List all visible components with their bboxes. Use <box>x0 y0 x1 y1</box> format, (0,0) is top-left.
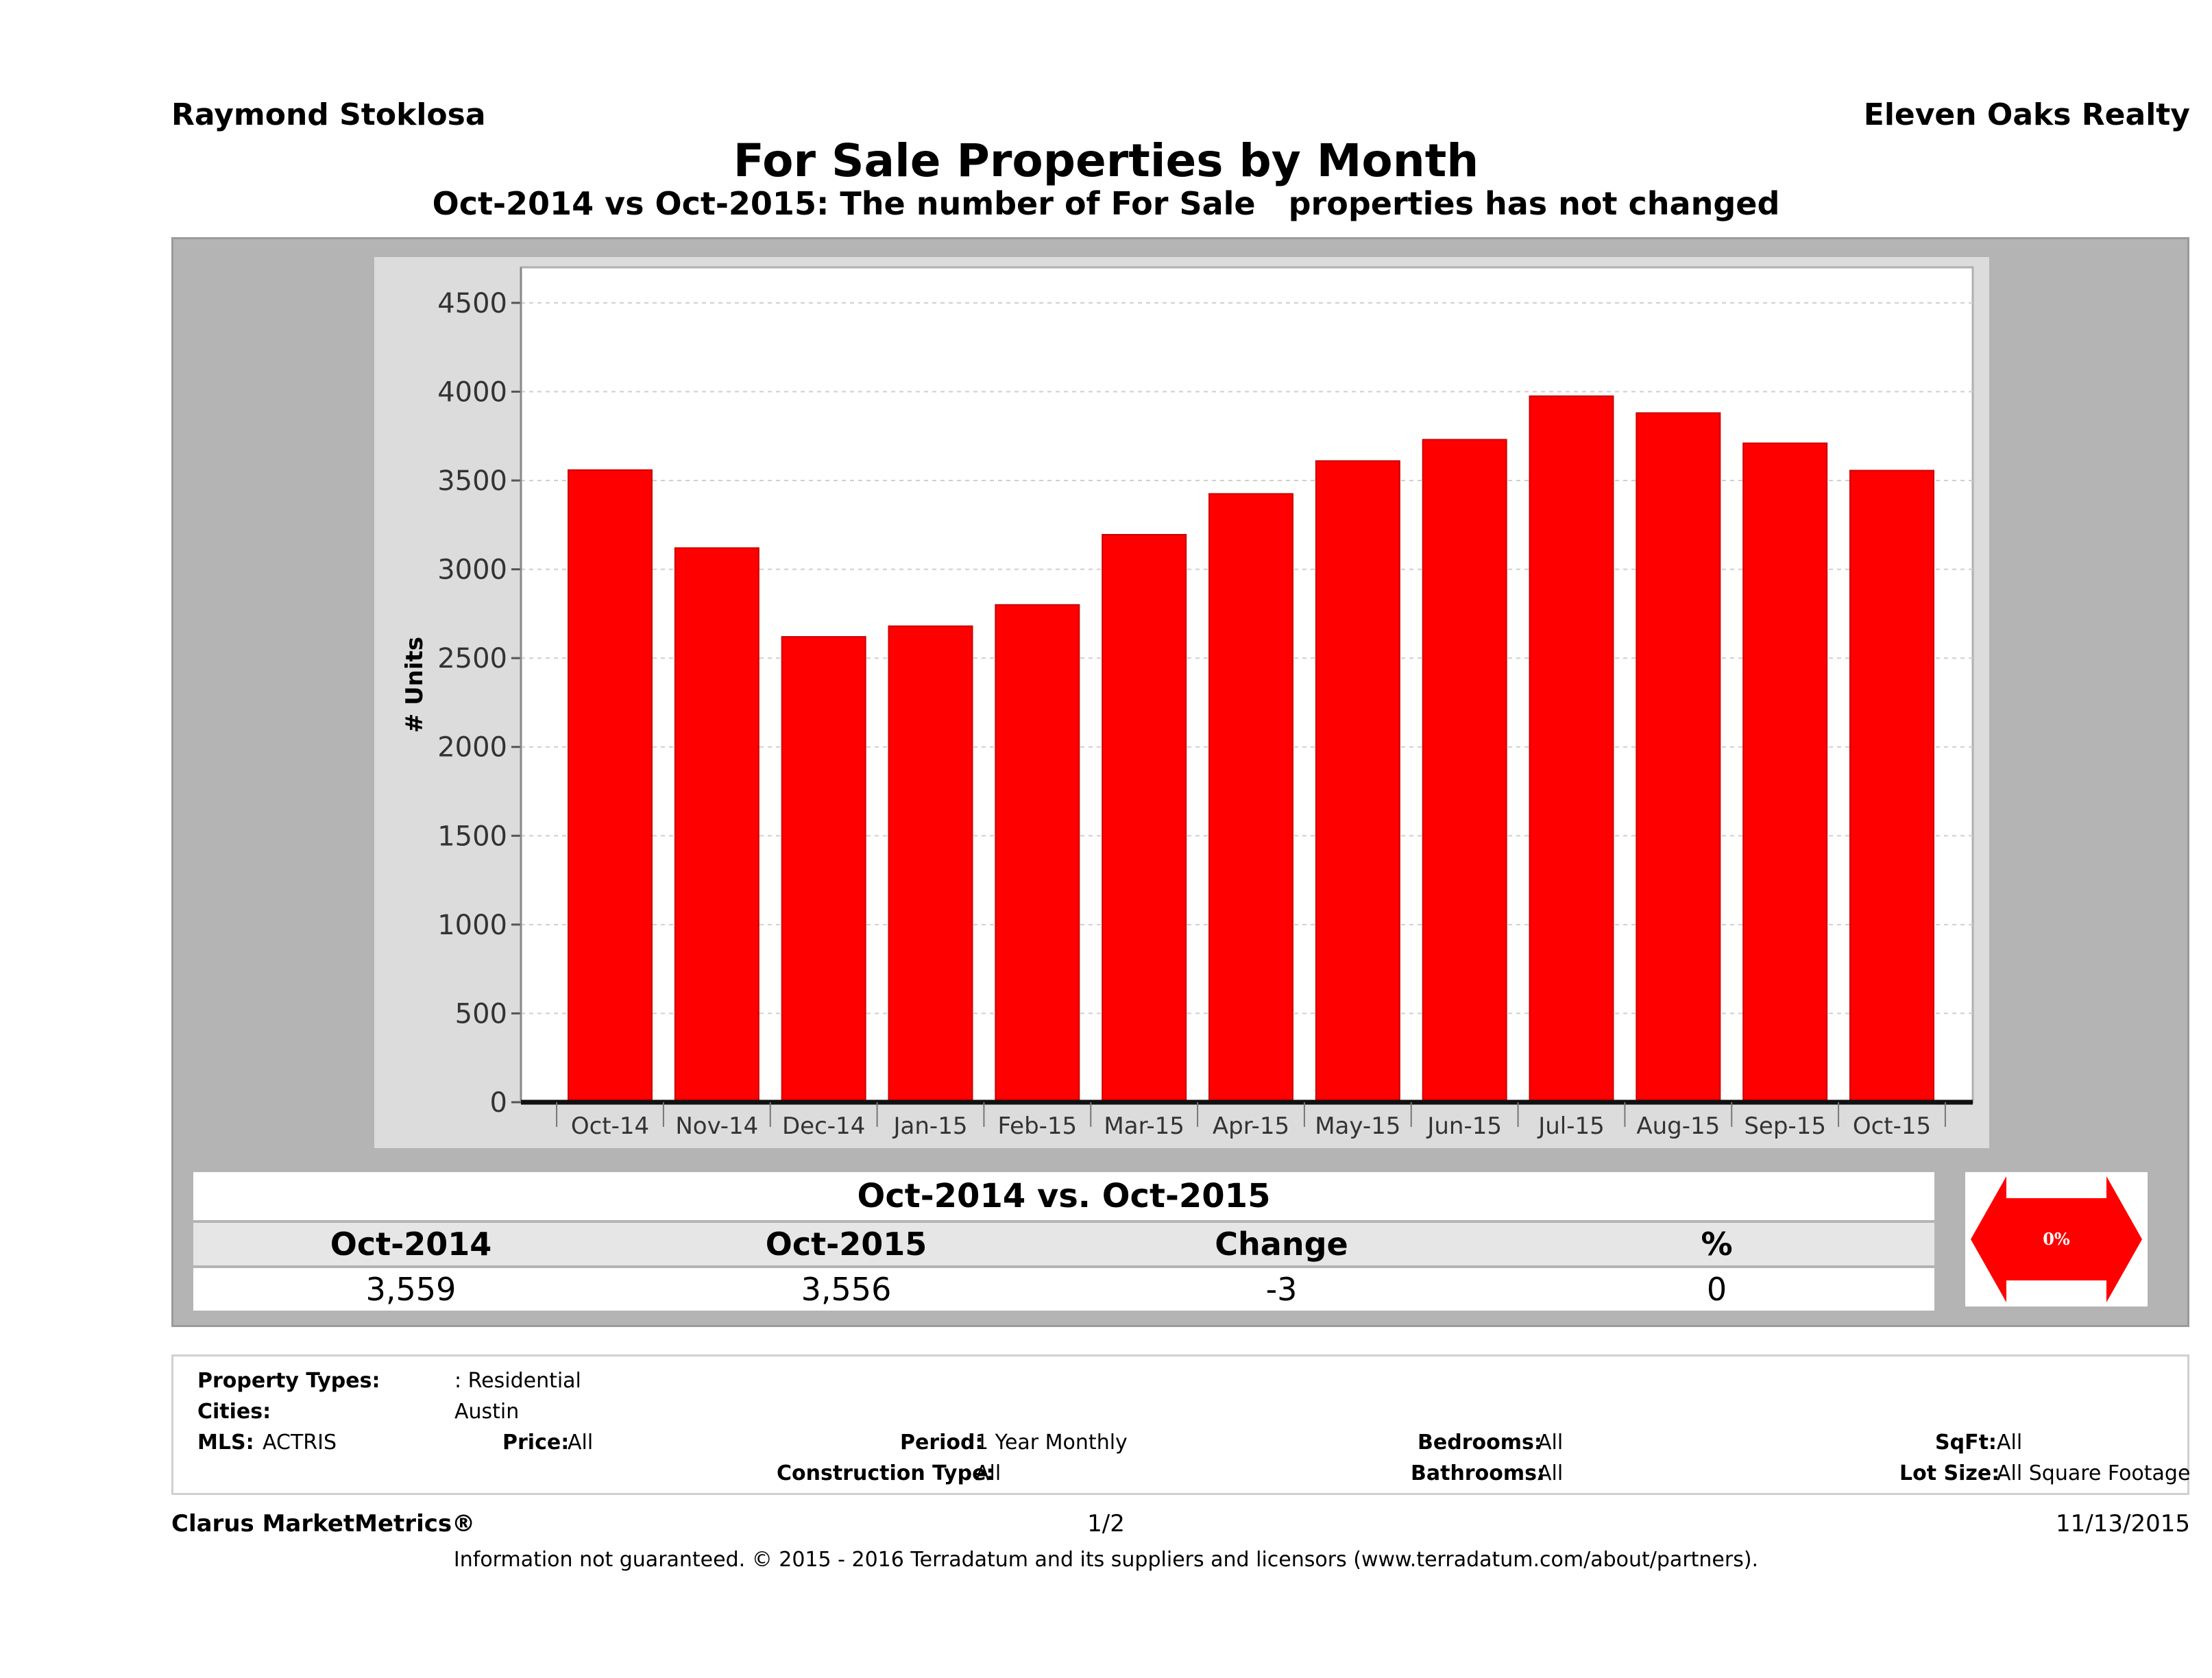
bathrooms-label: Bathrooms: <box>1411 1461 1545 1485</box>
value-from: 3,559 <box>365 1271 457 1308</box>
page-number: 1/2 <box>1087 1510 1125 1537</box>
y-tick-label: 4000 <box>437 376 507 408</box>
y-tick-label: 2000 <box>437 732 507 764</box>
x-tick-label: Feb-15 <box>997 1112 1077 1140</box>
bar <box>568 469 653 1103</box>
bar <box>1208 493 1293 1103</box>
property-types-label: Property Types: <box>197 1369 380 1393</box>
report-date: 11/13/2015 <box>2056 1510 2190 1537</box>
bar <box>1849 470 1934 1103</box>
price-label: Price: <box>502 1431 570 1455</box>
x-tick-label: May-15 <box>1315 1112 1400 1140</box>
label-percent: % <box>1701 1226 1733 1263</box>
bar <box>1742 442 1828 1103</box>
y-tick-label: 500 <box>455 998 507 1030</box>
period-label: Period: <box>900 1431 984 1455</box>
y-tick-label: 1500 <box>437 820 507 852</box>
disclaimer: Information not guaranteed. © 2015 - 201… <box>453 1548 1759 1572</box>
bar <box>995 604 1080 1103</box>
x-tick-label: Jun-15 <box>1426 1112 1502 1140</box>
label-to: Oct-2015 <box>765 1226 927 1263</box>
x-tick-label: Sep-15 <box>1744 1112 1826 1140</box>
bar <box>1315 460 1400 1103</box>
double-arrow-icon: 0% <box>1971 1176 2142 1302</box>
bar <box>1422 439 1507 1104</box>
y-tick-label: 4500 <box>437 288 507 319</box>
cities-label: Cities: <box>197 1400 271 1424</box>
mls-label: MLS: <box>197 1431 254 1455</box>
sqft-value: All <box>1997 1431 2023 1455</box>
bar <box>781 636 866 1103</box>
comparison-values-row: 3,559 3,556 -3 0 <box>193 1268 1934 1311</box>
change-percent-label: 0% <box>2043 1229 2070 1249</box>
comparison-heading: Oct-2014 vs. Oct-2015 <box>193 1172 1934 1220</box>
y-tick-label: 0 <box>490 1087 507 1119</box>
cities-value: Austin <box>454 1400 520 1424</box>
x-tick-label: Oct-14 <box>571 1112 649 1140</box>
bedrooms-value: All <box>1538 1431 1564 1455</box>
x-tick-label: Jan-15 <box>892 1112 968 1140</box>
brokerage-name: Eleven Oaks Realty <box>1863 97 2190 132</box>
bedrooms-label: Bedrooms: <box>1418 1431 1542 1455</box>
bar <box>1636 412 1721 1103</box>
bar <box>1529 395 1614 1104</box>
x-tick-label: Nov-14 <box>675 1112 758 1140</box>
mls-value: ACTRIS <box>263 1431 337 1455</box>
bathrooms-value: All <box>1538 1461 1564 1485</box>
y-tick-label: 2500 <box>437 643 507 674</box>
x-tick-label: Apr-15 <box>1213 1112 1289 1140</box>
y-tick-label: 1000 <box>437 910 507 941</box>
bar <box>674 547 759 1103</box>
agent-name: Raymond Stoklosa <box>171 97 486 132</box>
construction-type-label: Construction Type: <box>777 1461 995 1485</box>
bar <box>888 625 973 1103</box>
sqft-label: SqFt: <box>1935 1431 1997 1455</box>
change-indicator: 0% <box>1965 1172 2148 1306</box>
y-axis-label: # Units <box>401 637 428 733</box>
y-tick-label: 3500 <box>437 465 507 497</box>
bar-chart: 0 500 1000 1500 2000 2500 3000 3500 4000 4500 # Un… <box>401 266 1974 1140</box>
chart-panel: 0 500 1000 1500 2000 2500 3000 3500 4000 4500 # Un… <box>374 257 1989 1148</box>
x-tick-label: Jul-15 <box>1537 1112 1605 1140</box>
x-tick-label: Dec-14 <box>782 1112 865 1140</box>
bar <box>1102 534 1187 1103</box>
page-subtitle: Oct-2014 vs Oct-2015: The number of For … <box>432 185 1780 222</box>
page-title: For Sale Properties by Month <box>733 134 1479 187</box>
y-tick-label: 3000 <box>437 555 507 586</box>
property-types-value: : Residential <box>454 1369 581 1393</box>
price-value: All <box>568 1431 594 1455</box>
filter-summary: Property Types: : Residential Cities: Au… <box>171 1354 2191 1495</box>
value-change: -3 <box>1265 1271 1298 1308</box>
x-tick-label: Aug-15 <box>1636 1112 1720 1140</box>
x-tick-label: Mar-15 <box>1104 1112 1184 1140</box>
label-from: Oct-2014 <box>330 1226 492 1263</box>
period-value: 1 Year Monthly <box>975 1431 1128 1455</box>
construction-type-value: All <box>975 1461 1001 1485</box>
value-percent: 0 <box>1706 1271 1727 1308</box>
x-tick-label: Oct-15 <box>1853 1112 1931 1140</box>
footer-brand: Clarus MarketMetrics® <box>171 1510 476 1537</box>
lot-size-label: Lot Size: <box>1899 1461 2000 1485</box>
value-to: 3,556 <box>801 1271 892 1308</box>
comparison-labels-row: Oct-2014 Oct-2015 Change % <box>193 1223 1934 1265</box>
label-change: Change <box>1215 1226 1348 1263</box>
lot-size-value: All Square Footage <box>1997 1461 2191 1485</box>
